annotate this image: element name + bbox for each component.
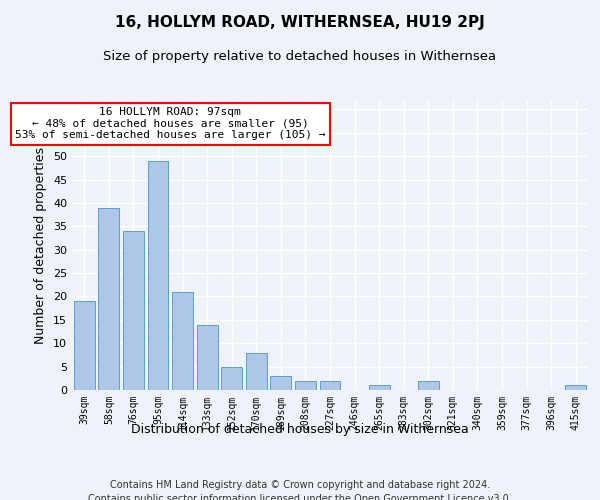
- Text: 16 HOLLYM ROAD: 97sqm
← 48% of detached houses are smaller (95)
53% of semi-deta: 16 HOLLYM ROAD: 97sqm ← 48% of detached …: [15, 107, 326, 140]
- Text: Size of property relative to detached houses in Withernsea: Size of property relative to detached ho…: [103, 50, 497, 63]
- Bar: [197, 324, 218, 390]
- Bar: [271, 376, 292, 390]
- Bar: [172, 292, 193, 390]
- Bar: [565, 386, 586, 390]
- Text: 16, HOLLYM ROAD, WITHERNSEA, HU19 2PJ: 16, HOLLYM ROAD, WITHERNSEA, HU19 2PJ: [115, 15, 485, 30]
- Bar: [98, 208, 119, 390]
- Bar: [123, 231, 144, 390]
- Bar: [246, 352, 267, 390]
- Text: Contains HM Land Registry data © Crown copyright and database right 2024.
Contai: Contains HM Land Registry data © Crown c…: [88, 480, 512, 500]
- Bar: [418, 380, 439, 390]
- Bar: [295, 380, 316, 390]
- Bar: [320, 380, 340, 390]
- Bar: [74, 301, 95, 390]
- Bar: [221, 366, 242, 390]
- Y-axis label: Number of detached properties: Number of detached properties: [34, 146, 47, 344]
- Text: Distribution of detached houses by size in Withernsea: Distribution of detached houses by size …: [131, 422, 469, 436]
- Bar: [368, 386, 389, 390]
- Bar: [148, 161, 169, 390]
